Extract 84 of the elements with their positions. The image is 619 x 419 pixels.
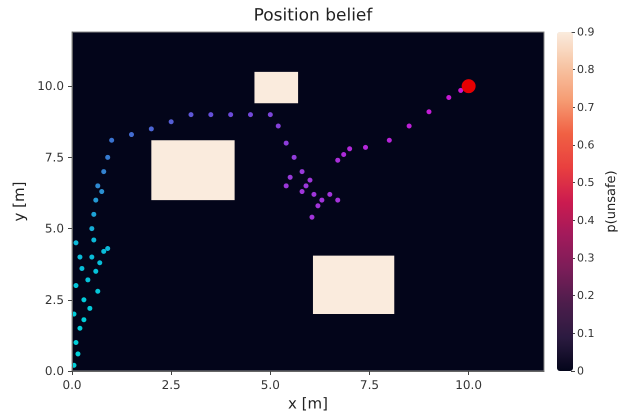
y-tick-label: 10.0 (37, 79, 64, 94)
point (77, 254, 82, 260)
y-tick-label: 0.0 (44, 364, 64, 378)
point (73, 240, 78, 246)
point (284, 140, 289, 146)
point (311, 192, 316, 197)
point (426, 109, 432, 114)
bar (312, 256, 394, 314)
point (335, 198, 340, 203)
color-bar-label: 0.6 (577, 138, 594, 152)
point (315, 203, 320, 208)
y-tick-label: 2.5 (44, 292, 64, 307)
point (99, 189, 104, 194)
point (89, 226, 94, 232)
y-tick-label: 7.5 (44, 150, 64, 164)
point (446, 95, 452, 100)
point (304, 183, 309, 188)
point (307, 178, 312, 183)
color-bar-title: p(unsafe) (604, 170, 619, 233)
point (105, 154, 110, 160)
x-axis-title: x [m] (288, 394, 328, 412)
x-tick-label: 10.0 (455, 378, 482, 392)
color-bar-label: 0.7 (577, 100, 594, 114)
point (91, 212, 96, 217)
point (73, 283, 78, 288)
point (363, 144, 368, 150)
point (101, 169, 106, 174)
point (406, 124, 412, 129)
point (87, 306, 92, 311)
chart-title: Position belief (254, 6, 374, 26)
point (77, 326, 82, 331)
point (105, 246, 110, 252)
color-bar-label: 0.2 (577, 289, 594, 302)
x-tick-label: 0.0 (62, 378, 82, 392)
point (188, 112, 194, 118)
color-bar-label: 0 (577, 364, 584, 378)
point (85, 277, 90, 282)
color-bar-label: 0.1 (577, 326, 594, 340)
point (97, 260, 102, 266)
point (335, 158, 340, 163)
point (81, 317, 86, 322)
point (300, 169, 305, 174)
point (89, 254, 94, 260)
point (347, 146, 352, 152)
point (248, 112, 253, 118)
point (93, 268, 98, 274)
point (284, 183, 289, 188)
point (109, 138, 114, 143)
point (95, 288, 100, 294)
x-tick-label: 7.5 (360, 378, 380, 392)
point (386, 138, 392, 143)
point (168, 119, 174, 124)
point (228, 112, 234, 118)
point (292, 154, 297, 160)
color-bar-label: 0.3 (577, 252, 594, 264)
point (341, 152, 346, 157)
point (288, 174, 293, 180)
color-bar-label: 0.5 (577, 176, 594, 190)
point (95, 183, 100, 188)
point (276, 124, 281, 129)
x-tick-label: 5.0 (260, 378, 280, 392)
point (91, 237, 96, 242)
point (93, 198, 98, 203)
color-bar-label: 0.4 (577, 214, 594, 227)
color-bar-label: 0.8 (577, 63, 594, 76)
point (458, 88, 464, 93)
point (319, 198, 324, 203)
color-bar-label: 0.9 (577, 26, 594, 38)
point (327, 192, 332, 197)
point (268, 112, 273, 118)
y-axis-title: y [m] (10, 182, 28, 222)
point (81, 297, 86, 302)
point (101, 248, 106, 254)
x-tick-label: 2.5 (162, 378, 181, 392)
point (75, 351, 80, 356)
point (148, 126, 154, 132)
point (300, 189, 305, 194)
point (79, 266, 84, 271)
point (208, 112, 214, 118)
point (129, 132, 134, 138)
point (309, 214, 314, 220)
point (462, 79, 476, 94)
point (73, 340, 78, 346)
y-tick-label: 5.0 (44, 222, 64, 236)
